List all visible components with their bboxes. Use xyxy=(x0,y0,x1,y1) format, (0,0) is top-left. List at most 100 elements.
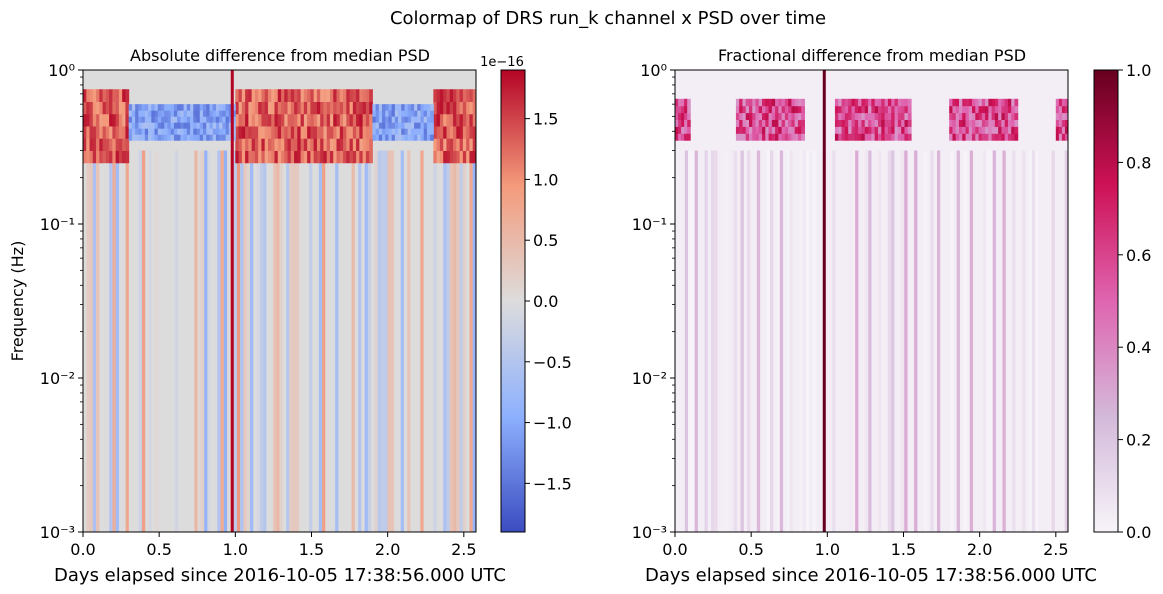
heatmap-cell xyxy=(248,113,253,127)
heatmap-cell xyxy=(274,89,279,102)
heatmap-cell xyxy=(992,150,996,532)
heatmap-cell xyxy=(884,126,889,134)
heatmap-cell xyxy=(177,110,181,117)
heatmap-cell xyxy=(212,116,217,123)
heatmap-cell xyxy=(956,150,960,532)
heatmap-cell xyxy=(417,110,422,117)
heatmap-cell xyxy=(173,128,178,135)
heatmap-cell xyxy=(988,119,993,127)
heatmap-cell xyxy=(851,126,856,134)
heatmap-cell xyxy=(144,110,149,117)
heatmap-cell xyxy=(877,133,882,141)
heatmap-cell xyxy=(372,134,377,141)
heatmap-cell xyxy=(259,150,264,532)
heatmap-cell xyxy=(1035,150,1039,532)
heatmap-cell xyxy=(433,150,438,164)
heatmap-cell xyxy=(141,128,146,135)
heatmap-cell xyxy=(339,89,344,102)
heatmap-cell xyxy=(965,119,970,127)
heatmap-cell xyxy=(1014,133,1019,141)
heatmap-cell xyxy=(362,113,367,127)
x-tick-label: 1.0 xyxy=(223,540,248,559)
heatmap-cell xyxy=(135,122,139,129)
heatmap-cell xyxy=(877,119,882,127)
heatmap-cell xyxy=(914,150,918,532)
heatmap-cell xyxy=(962,126,966,134)
heatmap-cell xyxy=(183,104,188,111)
heatmap-cell xyxy=(232,116,236,123)
heatmap-cell xyxy=(739,98,743,107)
heatmap-cell xyxy=(430,110,434,117)
heatmap-cell xyxy=(206,116,210,123)
heatmap-cell xyxy=(284,125,289,139)
heatmap-cell xyxy=(423,134,428,141)
heatmap-cell xyxy=(841,105,846,114)
heatmap-cell xyxy=(998,105,1002,114)
heatmap-cell xyxy=(704,150,708,532)
heatmap-cell xyxy=(388,128,393,135)
heatmap-cell xyxy=(92,150,97,164)
heatmap-cell xyxy=(958,98,963,107)
heatmap-cell xyxy=(426,122,431,129)
heatmap-cell xyxy=(1014,119,1019,127)
heatmap-cell xyxy=(112,89,117,102)
heatmap-cell xyxy=(326,89,331,102)
x-tick-label: 2.5 xyxy=(1043,540,1068,559)
heatmap-cell xyxy=(446,150,451,164)
heatmap-cell xyxy=(791,133,796,141)
heatmap-cell xyxy=(99,113,104,127)
heatmap-cell xyxy=(180,116,185,123)
heatmap-cell xyxy=(433,138,438,151)
heatmap-cell xyxy=(378,116,383,123)
heatmap-cell xyxy=(161,122,165,129)
heatmap-cell xyxy=(313,138,318,151)
heatmap-cell xyxy=(310,125,315,139)
heatmap-cell xyxy=(969,150,974,532)
heatmap-cell xyxy=(243,150,247,532)
heatmap-cell xyxy=(122,138,126,151)
heatmap-cell xyxy=(755,105,760,114)
heatmap-cell xyxy=(675,105,679,114)
heatmap-cell xyxy=(881,105,886,114)
heatmap-cell xyxy=(193,110,198,117)
heatmap-cell xyxy=(433,89,438,102)
heatmap-cell xyxy=(297,113,302,127)
heatmap-cell xyxy=(687,98,691,107)
heatmap-cell xyxy=(200,150,205,532)
heatmap-cell xyxy=(151,128,156,135)
heatmap-cell xyxy=(316,138,321,151)
heatmap-cell xyxy=(320,125,324,139)
heatmap-cell xyxy=(446,113,451,127)
heatmap-cell xyxy=(367,150,372,532)
abs-diff-colorbar-offset: 1e−16 xyxy=(480,55,524,70)
heatmap-cell xyxy=(89,89,94,102)
heatmap-cell xyxy=(235,150,240,164)
heatmap-cell xyxy=(105,89,110,102)
heatmap-cell xyxy=(177,128,181,135)
heatmap-cell xyxy=(462,113,467,127)
heatmap-cell xyxy=(186,116,191,123)
x-tick-label: 2.5 xyxy=(451,540,476,559)
heatmap-cell xyxy=(781,98,786,107)
heatmap-cell xyxy=(336,138,341,151)
heatmap-cell xyxy=(375,104,380,111)
heatmap-cell xyxy=(968,112,973,121)
heatmap-cell xyxy=(1051,150,1055,532)
heatmap-cell xyxy=(148,134,152,141)
heatmap-cell xyxy=(277,125,282,139)
heatmap-cell xyxy=(164,134,168,141)
heatmap-cell xyxy=(1064,98,1069,107)
heatmap-cell xyxy=(742,112,747,121)
heatmap-cell xyxy=(235,101,240,115)
heatmap-cell xyxy=(791,98,796,107)
heatmap-cell xyxy=(901,126,905,134)
heatmap-cell xyxy=(404,128,409,135)
heatmap-cell xyxy=(864,133,869,141)
heatmap-cell xyxy=(245,89,249,102)
heatmap-cell xyxy=(115,89,120,102)
heatmap-cell xyxy=(138,134,143,141)
heatmap-cell xyxy=(349,150,354,164)
heatmap-cell xyxy=(748,105,753,114)
heatmap-cell xyxy=(96,113,100,127)
heatmap-cell xyxy=(955,98,960,107)
